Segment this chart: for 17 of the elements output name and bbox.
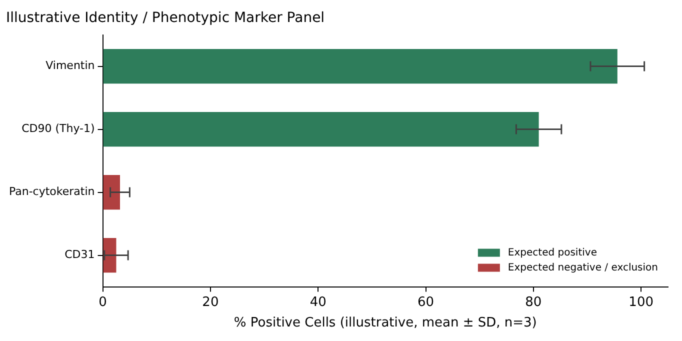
- x-tick-label: 100: [628, 294, 654, 310]
- bar: [103, 112, 539, 147]
- x-tick-label: 40: [310, 294, 326, 310]
- legend-label: Expected positive: [508, 247, 597, 258]
- y-tick-label: CD31: [64, 248, 95, 262]
- x-tick-label: 0: [98, 294, 107, 310]
- x-tick-label: 20: [202, 294, 219, 310]
- y-tick-label: Pan-cytokeratin: [8, 185, 95, 198]
- bar: [103, 48, 618, 84]
- bar: [103, 174, 120, 210]
- legend-label: Expected negative / exclusion: [508, 262, 658, 274]
- x-tick-label: 80: [525, 294, 542, 310]
- y-tick-label: CD90 (Thy-1): [22, 122, 95, 136]
- x-tick-label: 60: [417, 294, 434, 310]
- y-tick-label: Vimentin: [46, 59, 95, 72]
- x-axis-title: % Positive Cells (illustrative, mean ± SD, n=3): [234, 316, 537, 331]
- chart-title: Illustrative Identity / Phenotypic Marker Panel: [6, 10, 325, 26]
